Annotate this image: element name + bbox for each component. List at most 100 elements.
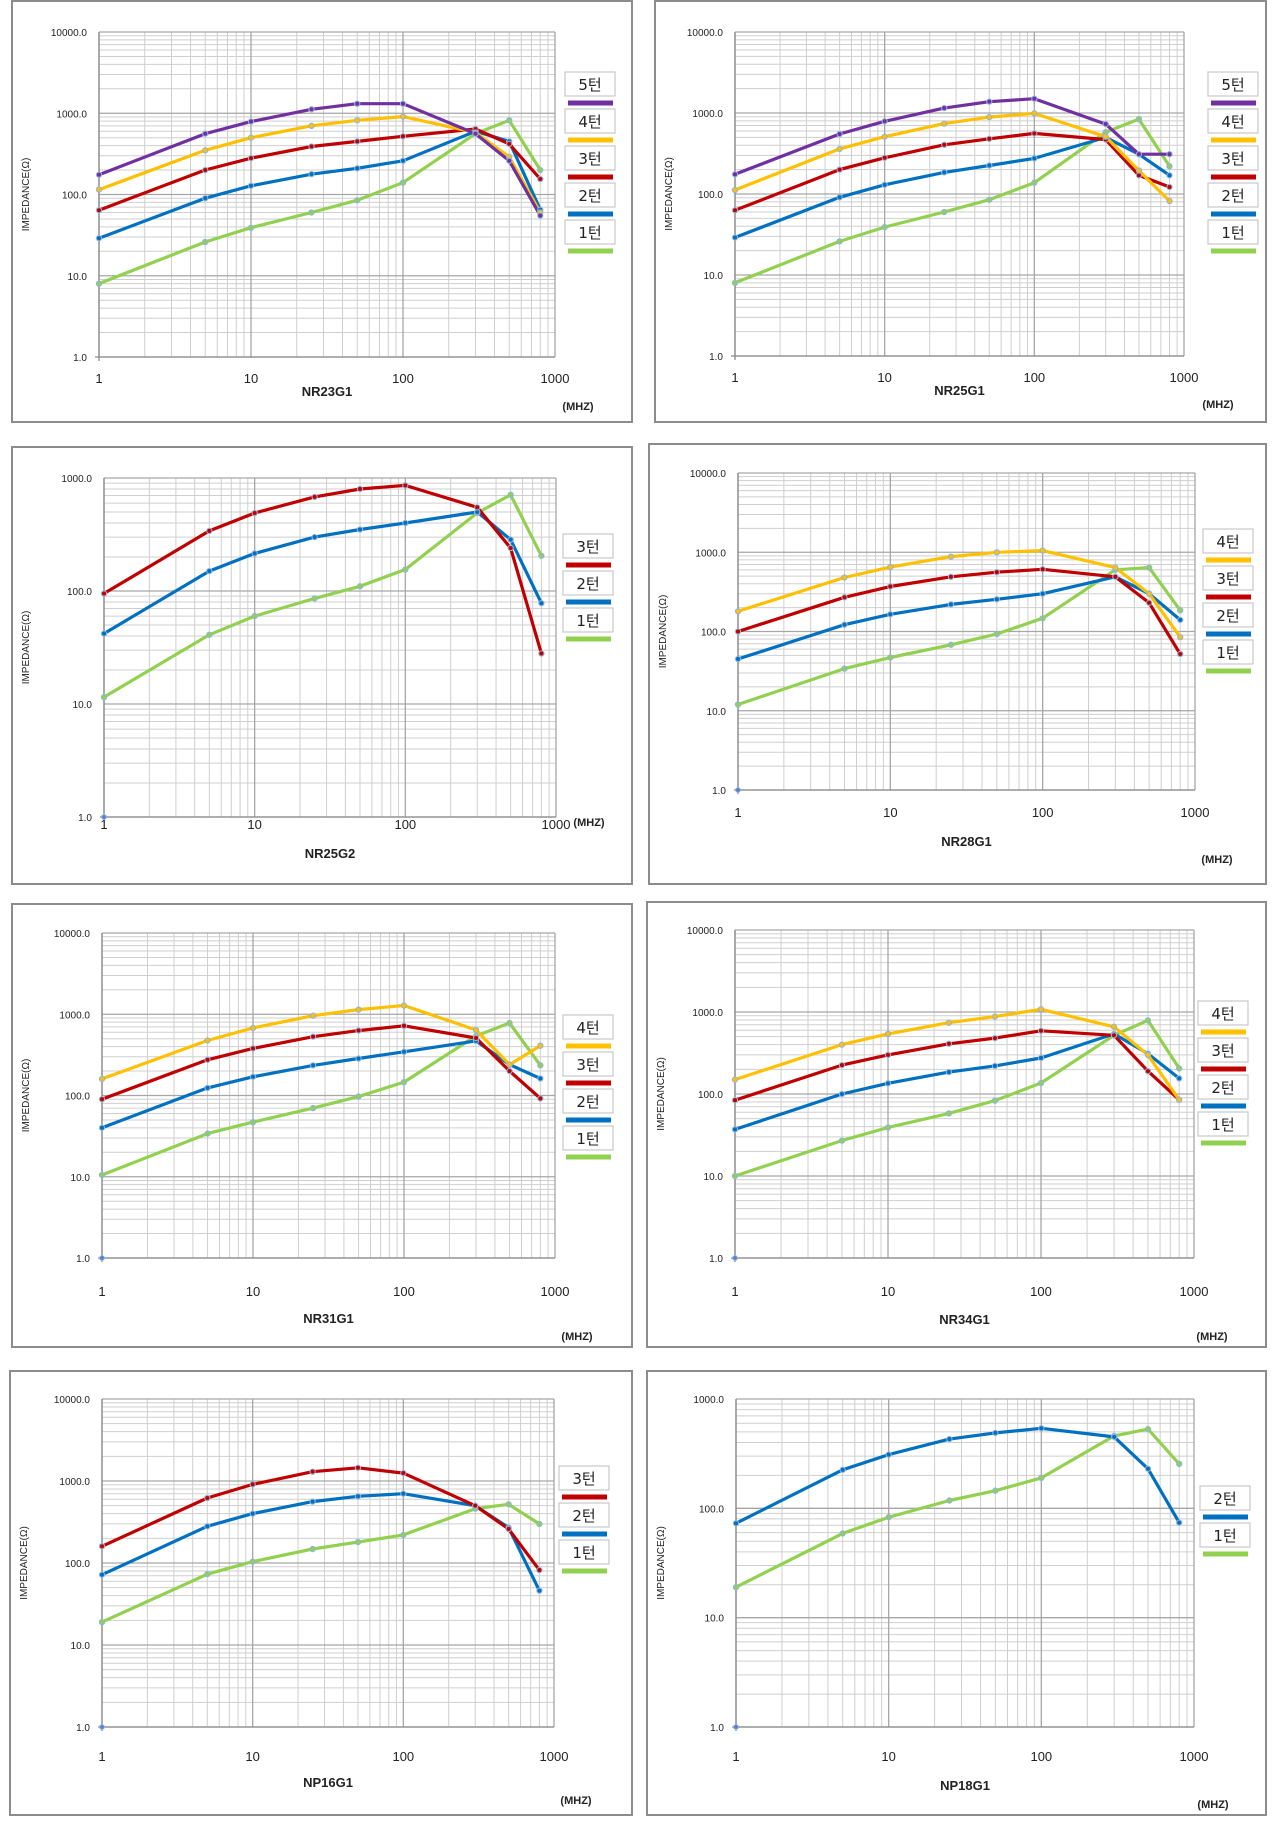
- data-point: [881, 133, 888, 140]
- data-point: [400, 1022, 408, 1029]
- data-point: [993, 596, 1000, 603]
- legend-item: 5턴: [1207, 71, 1259, 106]
- legend-item: 3턴: [562, 1051, 614, 1086]
- legend: 4턴 3턴 2턴 1턴: [562, 1014, 614, 1160]
- data-point: [400, 1490, 407, 1497]
- data-point: [355, 1006, 362, 1013]
- y-axis-label: IMPEDANCE(Ω): [664, 157, 675, 231]
- data-point: [836, 166, 843, 173]
- x-tick-label: 1000: [1180, 1749, 1209, 1764]
- data-point: [249, 1558, 256, 1565]
- data-point: [206, 527, 213, 535]
- data-point: [1176, 1519, 1183, 1526]
- y-tick-label: 10000.0: [54, 1395, 91, 1406]
- data-point: [537, 175, 544, 183]
- legend-item: 2턴: [564, 182, 616, 217]
- data-point: [206, 631, 213, 638]
- legend-label-box: [1202, 528, 1254, 554]
- legend-label-box: [1202, 602, 1254, 628]
- data-point: [732, 1584, 740, 1591]
- data-point: [1144, 1465, 1152, 1472]
- data-point: [538, 650, 545, 657]
- data-point: [399, 113, 407, 120]
- data-point: [537, 212, 544, 219]
- data-point: [1039, 590, 1046, 597]
- legend-label: 4턴: [1221, 113, 1244, 131]
- chart-panel-nr23g1: 1.0 10.0 100.0 1000.0 10000.0 1 10 100 1000 IMPED…: [11, 0, 633, 423]
- data-point: [400, 1048, 408, 1055]
- data-point: [986, 196, 993, 203]
- legend-item: 1턴: [564, 219, 616, 254]
- data-point: [309, 1062, 317, 1069]
- legend-item: 2턴: [1202, 602, 1254, 637]
- data-point: [839, 1466, 846, 1473]
- data-point: [355, 1027, 362, 1034]
- data-point: [1176, 1065, 1183, 1072]
- legend-item: 1턴: [1199, 1522, 1251, 1557]
- chart-title: NR25G1: [934, 383, 985, 398]
- data-point: [1037, 1027, 1045, 1034]
- legend-label: 1턴: [578, 224, 601, 242]
- data-point: [204, 1130, 211, 1137]
- data-point: [202, 195, 209, 202]
- data-point: [202, 130, 209, 137]
- legend-item: 3턴: [1202, 565, 1254, 600]
- data-point: [731, 1097, 739, 1104]
- legend-label: 4턴: [1211, 1005, 1234, 1023]
- legend-label: 3턴: [576, 1056, 599, 1074]
- legend-item: 4턴: [1207, 108, 1259, 143]
- data-point: [98, 1124, 106, 1131]
- chart-svg: 1.0 10.0 100.0 1000.0 10000.0 1 10 100 1000 IMPED…: [656, 926, 1249, 1343]
- legend-label-box: [1207, 182, 1259, 208]
- data-point: [309, 1012, 317, 1019]
- legend: 4턴 3턴 2턴 1턴: [1197, 1000, 1249, 1146]
- chart-svg: 1.0 10.0 100.0 1000.0 10000.0 1 10 100 1000 IMPED…: [664, 28, 1259, 411]
- legend-label-box: [564, 145, 616, 171]
- data-point: [247, 182, 255, 189]
- y-tick-label: 1000.0: [695, 548, 726, 559]
- y-tick-label: 1000.0: [692, 1008, 723, 1019]
- data-point: [731, 186, 739, 194]
- y-tick-label: 100.0: [698, 190, 723, 201]
- y-tick-label: 1.0: [712, 786, 726, 797]
- chart-panel-np18g1: 1.0 10.0 100.0 1000.0 1 10 100 1000 IMPEDANCE(Ω)…: [646, 1370, 1267, 1816]
- data-point: [506, 1061, 513, 1068]
- data-point: [731, 1076, 739, 1083]
- data-point: [941, 104, 948, 112]
- data-point: [1031, 130, 1038, 137]
- legend-label: 2턴: [1213, 1490, 1236, 1508]
- origin-marker: [99, 1724, 105, 1730]
- data-point: [249, 1024, 257, 1032]
- legend-label: 3턴: [1211, 1042, 1234, 1060]
- y-tick-label: 10000.0: [690, 469, 727, 480]
- data-point: [356, 526, 364, 533]
- data-point: [95, 235, 103, 242]
- legend-item: 1턴: [558, 1539, 610, 1574]
- data-point: [885, 1451, 892, 1458]
- legend-item: 3턴: [562, 533, 614, 568]
- data-point: [354, 138, 361, 145]
- data-point: [941, 120, 948, 127]
- data-point: [355, 1093, 362, 1100]
- y-tick-label: 100.0: [65, 1559, 90, 1570]
- origin-marker: [735, 787, 741, 793]
- data-point: [731, 1126, 739, 1133]
- data-point: [474, 504, 481, 511]
- x-tick-label: 1000: [542, 817, 571, 832]
- series-line-5턴: [98, 102, 542, 217]
- data-point: [400, 1469, 407, 1477]
- data-point: [311, 595, 318, 602]
- data-point: [311, 533, 318, 541]
- legend-label-box: [562, 533, 614, 559]
- chart-panel-nr31g1: 1.0 10.0 100.0 1000.0 10000.0 1 10 100 1000 IMPED…: [11, 903, 633, 1348]
- data-point: [1038, 1425, 1045, 1432]
- data-point: [311, 493, 318, 501]
- data-point: [536, 1587, 543, 1594]
- data-point: [1166, 163, 1173, 170]
- y-tick-label: 10.0: [68, 272, 88, 283]
- data-point: [537, 1062, 544, 1069]
- data-point: [841, 621, 848, 628]
- data-point: [506, 140, 513, 148]
- x-tick-label: 100: [392, 371, 414, 386]
- legend-label-box: [562, 1088, 614, 1114]
